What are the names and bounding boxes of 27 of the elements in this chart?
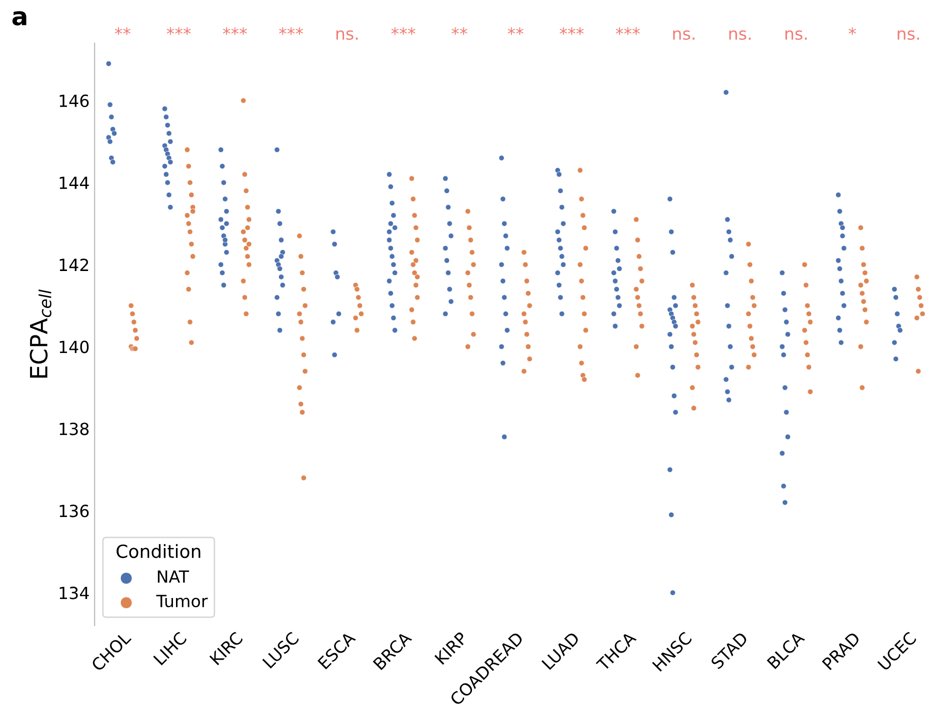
y-tick-label: 144 [60,176,89,189]
y-tick-label: 138 [60,422,89,436]
text: *** [391,27,416,35]
y-tick-label: 136 [60,504,89,518]
y-tick-label: 142 [60,258,88,271]
text: ns. [336,30,358,40]
text: ns. [898,30,919,40]
chart-title: a [12,11,26,26]
legend-label: NAT [158,570,190,583]
text: *** [222,27,247,35]
y-tick-label: 134 [60,586,89,600]
y-tick-label: 140 [60,340,89,354]
text: *** [279,27,304,35]
text: ** [508,27,524,35]
legend-label: Tumor [156,594,208,608]
text: *** [560,27,584,35]
text: * [848,27,856,35]
text: *** [166,27,191,35]
text: ns. [729,30,751,40]
y-axis-title: ECPA$_{cell}$ [30,290,52,378]
text: *** [616,27,640,35]
text: ** [452,27,468,35]
text: ** [114,27,130,35]
y-tick-label: 146 [60,94,89,108]
text: ns. [673,30,694,40]
text: ns. [785,30,807,40]
legend-title: Condition [116,544,200,558]
